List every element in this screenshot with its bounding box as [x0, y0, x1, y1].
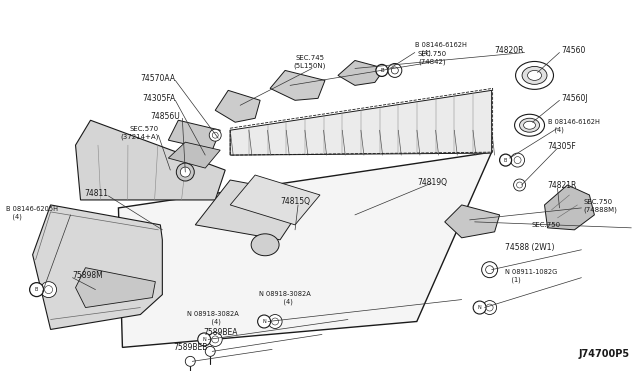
Text: 75898M: 75898M: [72, 271, 103, 280]
Circle shape: [514, 157, 521, 164]
Polygon shape: [195, 180, 310, 240]
Polygon shape: [33, 205, 163, 330]
Text: N 08918-3082A
   (4): N 08918-3082A (4): [188, 311, 239, 324]
Polygon shape: [168, 120, 220, 150]
Ellipse shape: [516, 61, 554, 89]
Text: J74700P5: J74700P5: [578, 349, 629, 359]
Text: B: B: [380, 68, 383, 73]
Polygon shape: [270, 70, 325, 100]
Text: N 08911-1082G
   (1): N 08911-1082G (1): [504, 269, 557, 283]
Ellipse shape: [524, 121, 536, 129]
Text: 74588 (2W1): 74588 (2W1): [504, 243, 554, 252]
Circle shape: [500, 154, 511, 166]
Text: B 08146-6205H
   (4): B 08146-6205H (4): [6, 206, 58, 220]
Circle shape: [516, 182, 522, 188]
Circle shape: [40, 282, 56, 298]
Circle shape: [198, 333, 211, 346]
Text: B: B: [35, 287, 38, 292]
Polygon shape: [168, 142, 220, 168]
Ellipse shape: [520, 118, 540, 132]
Polygon shape: [545, 185, 595, 230]
Text: 74570AA: 74570AA: [140, 74, 175, 83]
Circle shape: [486, 304, 493, 311]
Ellipse shape: [515, 114, 545, 136]
Polygon shape: [76, 268, 156, 308]
Text: SEC.745
(5L150N): SEC.745 (5L150N): [294, 55, 326, 70]
Text: B 08146-6162H
   (4): B 08146-6162H (4): [547, 119, 600, 133]
Circle shape: [180, 167, 190, 177]
Polygon shape: [118, 152, 492, 347]
Circle shape: [205, 346, 215, 356]
Text: B 08146-6162H
   (4): B 08146-6162H (4): [415, 42, 467, 55]
Ellipse shape: [251, 234, 279, 256]
Text: 74560J: 74560J: [561, 94, 588, 103]
Circle shape: [482, 262, 498, 278]
Text: N: N: [202, 337, 206, 342]
Text: 74305F: 74305F: [547, 142, 576, 151]
Circle shape: [388, 64, 402, 77]
Circle shape: [208, 333, 222, 346]
Text: SEC.570
(37214+A): SEC.570 (37214+A): [120, 126, 158, 140]
Circle shape: [186, 356, 195, 366]
Circle shape: [176, 163, 195, 181]
Circle shape: [486, 266, 493, 274]
Text: 7589BEB: 7589BEB: [173, 343, 207, 352]
Text: 74856U: 74856U: [150, 112, 180, 121]
Text: 74820R: 74820R: [494, 46, 524, 55]
Text: SEC.750
(74888M): SEC.750 (74888M): [584, 199, 618, 213]
Text: N: N: [262, 319, 266, 324]
Circle shape: [258, 315, 271, 328]
Text: N: N: [478, 305, 481, 310]
Circle shape: [268, 314, 282, 328]
Polygon shape: [230, 90, 492, 155]
Text: 74305FA: 74305FA: [142, 94, 175, 103]
Circle shape: [212, 336, 219, 343]
Text: B: B: [504, 158, 508, 163]
Circle shape: [45, 286, 52, 294]
Text: 74821R: 74821R: [547, 182, 577, 190]
Circle shape: [212, 132, 218, 138]
Circle shape: [483, 301, 497, 314]
Polygon shape: [215, 90, 260, 122]
Ellipse shape: [527, 70, 541, 80]
Circle shape: [271, 318, 278, 325]
Circle shape: [29, 283, 44, 296]
Polygon shape: [445, 205, 500, 238]
Text: SEC.750
(74842): SEC.750 (74842): [417, 51, 446, 65]
Circle shape: [511, 153, 525, 167]
Text: N 08918-3082A
   (4): N 08918-3082A (4): [259, 291, 311, 305]
Circle shape: [513, 179, 525, 191]
Circle shape: [209, 129, 221, 141]
Circle shape: [376, 64, 388, 76]
Circle shape: [473, 301, 486, 314]
Text: 74560: 74560: [561, 46, 586, 55]
Polygon shape: [76, 120, 225, 200]
Text: SEC.750: SEC.750: [532, 222, 561, 228]
Text: 74811: 74811: [84, 189, 108, 199]
Polygon shape: [230, 175, 320, 225]
Text: 74819Q: 74819Q: [418, 177, 448, 186]
Circle shape: [391, 67, 398, 74]
Polygon shape: [338, 61, 385, 86]
Ellipse shape: [522, 67, 547, 84]
Text: 74815Q: 74815Q: [280, 198, 310, 206]
Text: 7589BEA: 7589BEA: [203, 328, 237, 337]
